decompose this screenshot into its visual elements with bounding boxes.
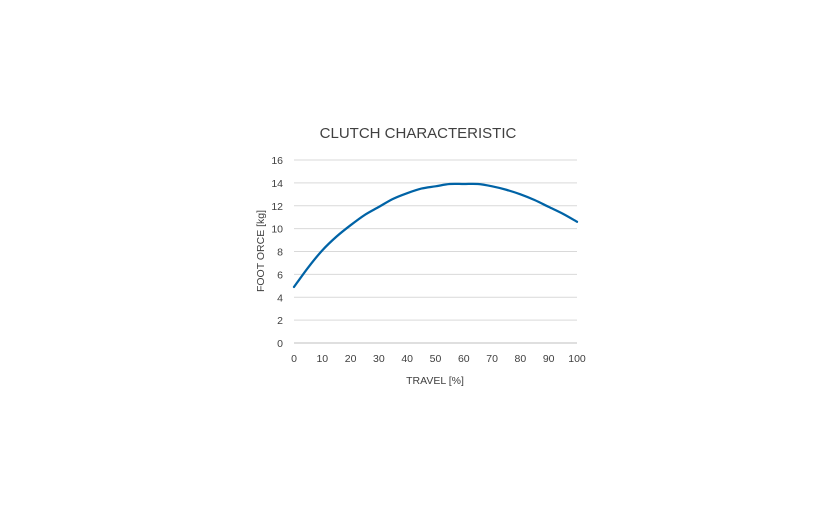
- y-tick-label: 16: [271, 155, 283, 167]
- y-axis-ticks: 0 2 4 6 8 10 12 14 16: [271, 155, 283, 350]
- x-axis-label: TRAVEL [%]: [406, 375, 464, 387]
- y-tick-label: 12: [271, 201, 283, 213]
- y-tick-label: 14: [271, 178, 283, 190]
- gridlines: [294, 159, 577, 321]
- x-tick-label: 30: [373, 353, 385, 365]
- y-tick-label: 6: [277, 269, 283, 281]
- x-tick-label: 10: [316, 353, 328, 365]
- series-line-0: [292, 182, 579, 289]
- x-tick-label: 80: [515, 353, 527, 365]
- series-layer: [292, 182, 579, 289]
- x-tick-label: 50: [430, 353, 442, 365]
- y-axis-label: FOOT ORCE [kg]: [255, 210, 267, 292]
- y-tick-label: 10: [271, 224, 283, 236]
- y-tick-label: 8: [277, 247, 283, 259]
- x-tick-label: 60: [458, 353, 470, 365]
- x-tick-label: 70: [486, 353, 498, 365]
- chart-title: CLUTCH CHARACTERISTIC: [320, 125, 517, 142]
- x-tick-label: 40: [401, 353, 413, 365]
- y-tick-label: 4: [277, 292, 283, 304]
- x-axis-ticks: 0 10 20 30 40 50 60 70 80 90 100: [291, 353, 586, 365]
- x-tick-label: 20: [345, 353, 357, 365]
- x-tick-label: 90: [543, 353, 555, 365]
- x-tick-label: 100: [568, 353, 586, 365]
- y-tick-label: 0: [277, 338, 283, 350]
- y-tick-label: 2: [277, 315, 283, 327]
- x-tick-label: 0: [291, 353, 297, 365]
